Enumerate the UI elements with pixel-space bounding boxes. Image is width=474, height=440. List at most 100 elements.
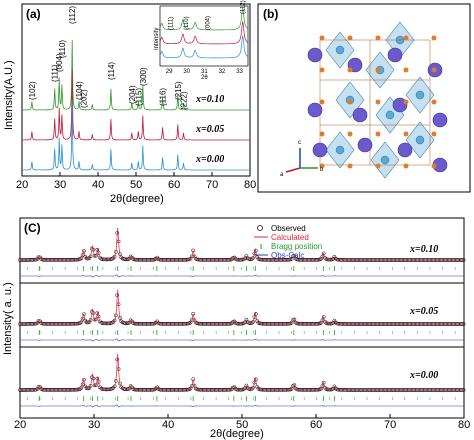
observed-point (87, 320, 92, 324)
difference-line (20, 404, 464, 408)
observed-point (88, 254, 93, 259)
panel-c-label: (C) (24, 221, 41, 235)
legend-observed-marker (257, 225, 263, 231)
b-site-atom (335, 45, 345, 55)
crystal-structure: c a b (280, 21, 448, 179)
inset-peak-label: (004) (205, 16, 211, 30)
observed-point (88, 318, 93, 322)
series-label: x=0.05 (195, 124, 224, 135)
a-site-atom (352, 107, 368, 123)
panel-b-frame (257, 3, 471, 193)
oxygen-atom (431, 67, 437, 73)
b-site-atom (385, 110, 395, 120)
a-site-atom (392, 97, 408, 113)
observed-point (251, 319, 255, 324)
oxygen-atom (431, 35, 437, 41)
peak-label: (004) (55, 53, 64, 72)
oxygen-atom (347, 67, 353, 73)
x-tick-label: 60 (310, 419, 322, 431)
observed-point (112, 384, 117, 389)
x-tick-label: 20 (16, 179, 28, 191)
observed-point (112, 318, 117, 323)
a-site-atom (397, 142, 413, 158)
x-tick-label: 50 (130, 179, 142, 191)
panel-c-xlabel: 2θ(degree) (210, 428, 264, 440)
oxygen-atom (403, 99, 409, 105)
axis-a-line (285, 167, 301, 173)
oxygen-atom (375, 163, 381, 169)
peak-label: (202) (80, 89, 89, 108)
peak-label: (110) (58, 40, 67, 58)
oxygen-atom (347, 35, 353, 41)
oxygen-atom (319, 99, 325, 105)
series-line-x=0.00 (22, 99, 250, 171)
inset-frame (159, 5, 249, 67)
x-tick-label: 70 (206, 179, 218, 191)
panel-a-ylabel: Intensity(A.U.) (3, 60, 15, 130)
observed-point (36, 255, 41, 259)
observed-point (191, 377, 196, 382)
oxygen-atom (403, 35, 409, 41)
inset-x-tick-label: 33 (236, 69, 243, 75)
difference-line (20, 274, 464, 278)
panel-a-plot: x=0.10x=0.05x=0.00(102)(111)(004)(110)(1… (22, 6, 250, 171)
peak-label: (204) (128, 85, 137, 104)
a-site-atom (307, 102, 323, 118)
observed-point (189, 318, 194, 322)
observed-point (79, 320, 84, 325)
a-site-atom (307, 47, 323, 63)
peak-label: (104) (75, 81, 84, 100)
inset-ylabel: Intensity (154, 28, 160, 50)
peak-label: (111) (51, 64, 60, 82)
inset-x-tick-label: 31 (201, 69, 208, 75)
observed-point (321, 315, 326, 319)
x-tick-label: 50 (236, 419, 248, 431)
oxygen-atom (319, 131, 325, 137)
oxygen-atom (403, 131, 409, 137)
peak-label: (115) (134, 88, 143, 106)
x-tick-label: 60 (168, 179, 180, 191)
observed-point (88, 383, 93, 388)
observed-point (321, 251, 326, 256)
oxygen-atom (375, 35, 381, 41)
x-tick-label: 30 (54, 179, 66, 191)
peak-label: (114) (107, 62, 116, 80)
a-site-atom (312, 142, 328, 158)
inset-series-line (159, 34, 248, 59)
observed-point (249, 386, 254, 391)
inset-peak-label: (112) (241, 0, 247, 14)
inset-x-tick-label: 29 (166, 69, 173, 75)
observed-point (189, 254, 194, 259)
a-site-atom (432, 112, 448, 128)
axis-b-label: b (320, 167, 324, 173)
series-line-x=0.10 (22, 39, 250, 111)
panel-a-xticks: 20 30 40 50 60 70 80 (16, 172, 256, 191)
x-tick-label: 80 (244, 179, 256, 191)
inset-xlabel: 2θ (201, 75, 208, 81)
x-tick-label: 70 (384, 419, 396, 431)
legend-entry: Calculated (271, 233, 309, 242)
observed-point (289, 386, 294, 391)
oxygen-atom (347, 99, 353, 105)
series-label: x=0.05 (409, 306, 438, 317)
observed-point (292, 317, 297, 322)
calculated-line (20, 227, 464, 261)
observed-point (189, 384, 194, 388)
observed-point (255, 319, 259, 323)
x-tick-label: 20 (14, 419, 26, 431)
observed-point (332, 318, 337, 323)
observed-point (79, 386, 84, 390)
observed-point (292, 253, 297, 258)
b-site-atom (415, 135, 425, 145)
peak-label: (300) (139, 67, 148, 86)
observed-point (251, 385, 255, 390)
series-label: x=0.00 (409, 370, 438, 381)
peak-label: (215) (174, 81, 183, 100)
peak-label: (112) (68, 6, 77, 24)
a-site-atom (357, 137, 373, 153)
oxygen-atom (431, 163, 437, 169)
peak-label: (116) (159, 88, 168, 106)
calculated-line (20, 353, 464, 391)
calculated-line (20, 289, 464, 325)
